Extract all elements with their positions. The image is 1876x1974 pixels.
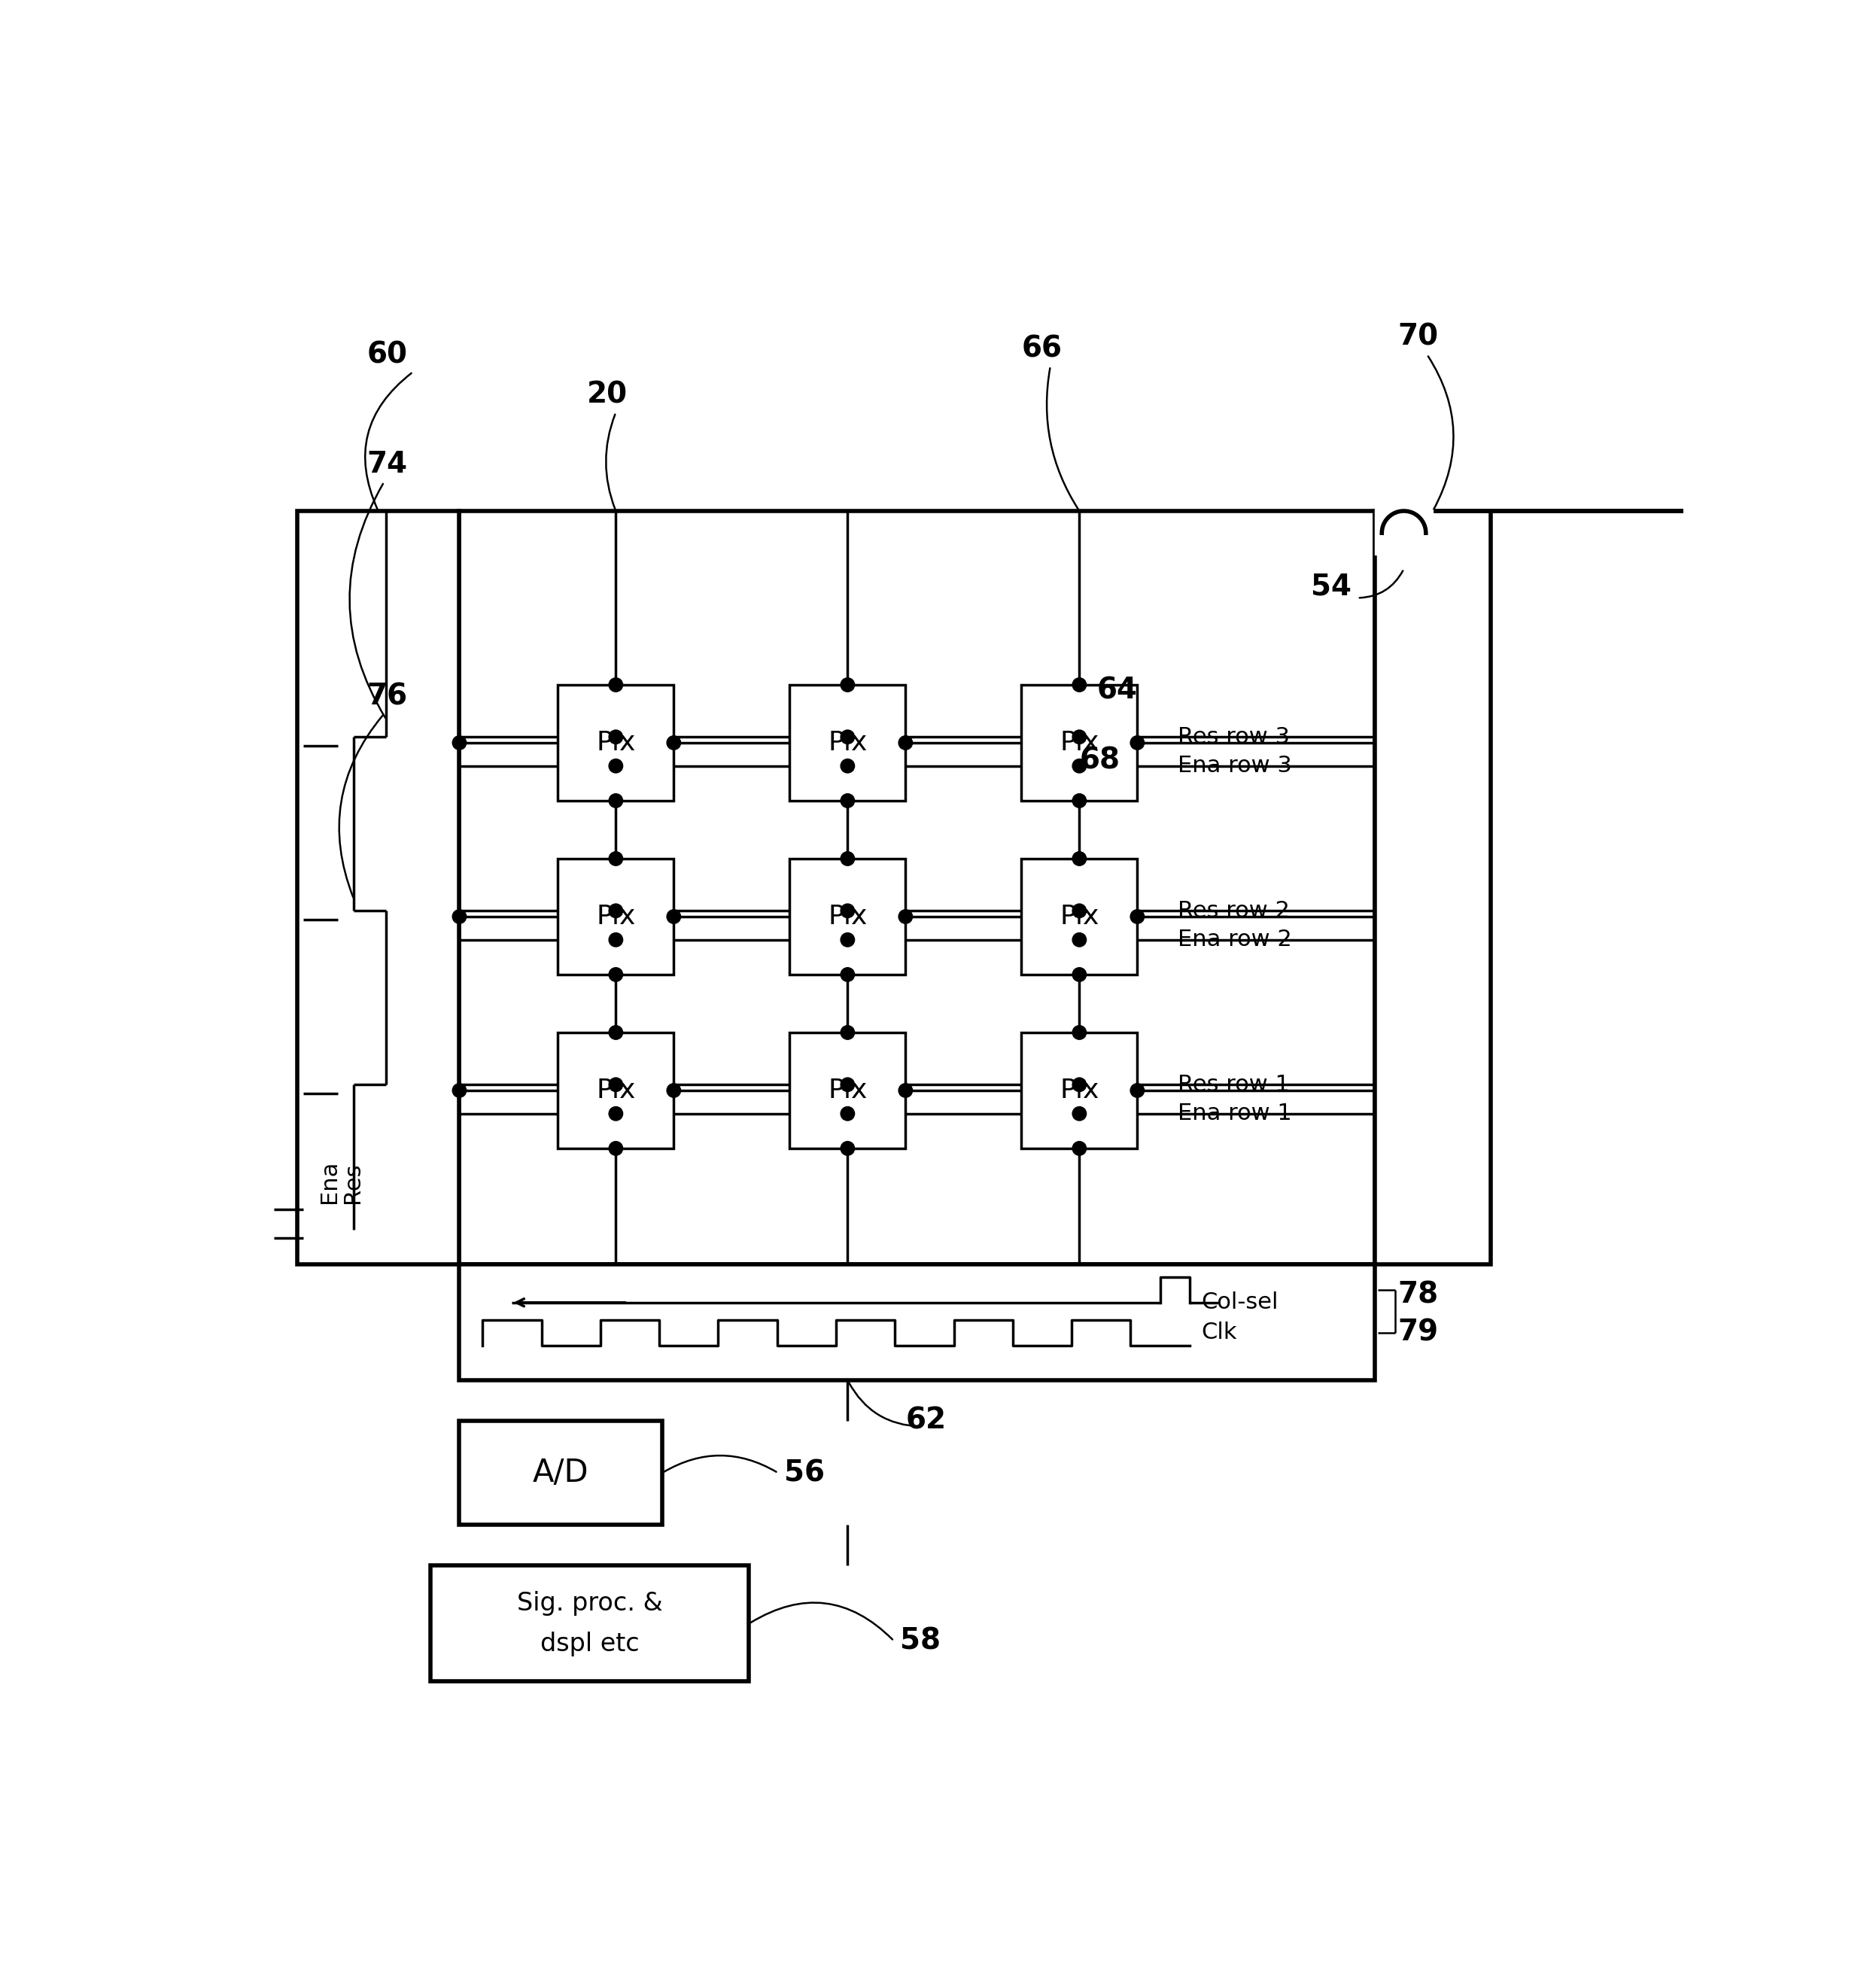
Text: Pix: Pix bbox=[597, 730, 636, 756]
Text: 78: 78 bbox=[1398, 1281, 1439, 1309]
Circle shape bbox=[1073, 1078, 1086, 1092]
Circle shape bbox=[1073, 851, 1086, 867]
Text: Ena: Ena bbox=[319, 1161, 340, 1204]
Text: Pix: Pix bbox=[597, 904, 636, 930]
Circle shape bbox=[610, 1078, 623, 1092]
Text: 60: 60 bbox=[366, 340, 407, 369]
Circle shape bbox=[840, 934, 855, 948]
Circle shape bbox=[840, 1107, 855, 1121]
Circle shape bbox=[666, 736, 681, 750]
Circle shape bbox=[840, 967, 855, 981]
Circle shape bbox=[899, 1084, 912, 1098]
Text: Res: Res bbox=[341, 1163, 364, 1204]
Text: 74: 74 bbox=[366, 450, 407, 480]
Circle shape bbox=[840, 730, 855, 744]
Circle shape bbox=[610, 1141, 623, 1155]
Circle shape bbox=[610, 758, 623, 774]
Bar bbox=[460, 1421, 662, 1526]
Text: Pix: Pix bbox=[827, 730, 867, 756]
Circle shape bbox=[899, 910, 912, 924]
Text: Res row 2: Res row 2 bbox=[1178, 900, 1291, 922]
Circle shape bbox=[610, 794, 623, 807]
Text: 64: 64 bbox=[1097, 677, 1137, 705]
Circle shape bbox=[840, 677, 855, 691]
Text: 68: 68 bbox=[1079, 746, 1120, 774]
Circle shape bbox=[840, 1026, 855, 1040]
Circle shape bbox=[610, 1107, 623, 1121]
Circle shape bbox=[840, 851, 855, 867]
Text: 79: 79 bbox=[1398, 1319, 1439, 1346]
Text: Pix: Pix bbox=[1060, 1078, 1099, 1103]
Text: 66: 66 bbox=[1021, 334, 1062, 363]
Circle shape bbox=[610, 851, 623, 867]
Circle shape bbox=[1073, 677, 1086, 691]
Circle shape bbox=[452, 910, 467, 924]
Circle shape bbox=[452, 736, 467, 750]
Text: dspl etc: dspl etc bbox=[540, 1631, 640, 1656]
Circle shape bbox=[840, 1141, 855, 1155]
Circle shape bbox=[610, 730, 623, 744]
Bar bbox=[296, 511, 460, 1263]
Circle shape bbox=[840, 758, 855, 774]
Text: 54: 54 bbox=[1311, 572, 1353, 600]
Circle shape bbox=[899, 736, 912, 750]
Text: Ena row 3: Ena row 3 bbox=[1178, 754, 1293, 778]
Circle shape bbox=[452, 1084, 467, 1098]
Bar bbox=[557, 859, 673, 975]
Circle shape bbox=[1073, 1026, 1086, 1040]
Circle shape bbox=[610, 1026, 623, 1040]
Circle shape bbox=[610, 934, 623, 948]
Bar bbox=[790, 1032, 906, 1149]
Bar bbox=[1021, 685, 1137, 801]
Circle shape bbox=[610, 904, 623, 918]
Circle shape bbox=[1131, 736, 1144, 750]
Circle shape bbox=[1073, 904, 1086, 918]
Text: Pix: Pix bbox=[1060, 904, 1099, 930]
Text: 62: 62 bbox=[906, 1405, 946, 1435]
Circle shape bbox=[1073, 1141, 1086, 1155]
Text: Pix: Pix bbox=[597, 1078, 636, 1103]
Bar bbox=[430, 1565, 749, 1682]
Circle shape bbox=[1131, 1084, 1144, 1098]
Circle shape bbox=[666, 1084, 681, 1098]
Bar bbox=[460, 511, 1375, 1263]
Text: 76: 76 bbox=[366, 683, 407, 711]
Text: Pix: Pix bbox=[827, 904, 867, 930]
Circle shape bbox=[1073, 758, 1086, 774]
Circle shape bbox=[1073, 794, 1086, 807]
Text: 58: 58 bbox=[900, 1627, 940, 1656]
Bar bbox=[790, 685, 906, 801]
Circle shape bbox=[840, 1078, 855, 1092]
Circle shape bbox=[840, 904, 855, 918]
Bar bbox=[1021, 1032, 1137, 1149]
Text: Res row 3: Res row 3 bbox=[1178, 726, 1291, 748]
Bar bbox=[1021, 859, 1137, 975]
Text: Res row 1: Res row 1 bbox=[1178, 1074, 1291, 1096]
Circle shape bbox=[840, 794, 855, 807]
Bar bbox=[790, 859, 906, 975]
Text: Sig. proc. &: Sig. proc. & bbox=[518, 1591, 662, 1615]
Bar bbox=[1375, 511, 1491, 1263]
Circle shape bbox=[610, 677, 623, 691]
Text: 20: 20 bbox=[587, 381, 628, 409]
Text: Clk: Clk bbox=[1201, 1323, 1236, 1344]
Circle shape bbox=[1073, 934, 1086, 948]
Text: Ena row 2: Ena row 2 bbox=[1178, 930, 1293, 951]
Bar bbox=[557, 1032, 673, 1149]
Bar bbox=[557, 685, 673, 801]
Text: A/D: A/D bbox=[533, 1457, 589, 1488]
Text: Ena row 1: Ena row 1 bbox=[1178, 1103, 1293, 1125]
Text: Col-sel: Col-sel bbox=[1201, 1291, 1278, 1313]
Circle shape bbox=[1131, 910, 1144, 924]
Text: Pix: Pix bbox=[827, 1078, 867, 1103]
Text: 70: 70 bbox=[1398, 324, 1439, 351]
Bar bbox=[460, 1263, 1375, 1380]
Text: Pix: Pix bbox=[1060, 730, 1099, 756]
Circle shape bbox=[1073, 730, 1086, 744]
Circle shape bbox=[1073, 1107, 1086, 1121]
Circle shape bbox=[1073, 967, 1086, 981]
Circle shape bbox=[610, 967, 623, 981]
Circle shape bbox=[666, 910, 681, 924]
Text: 56: 56 bbox=[784, 1459, 824, 1486]
